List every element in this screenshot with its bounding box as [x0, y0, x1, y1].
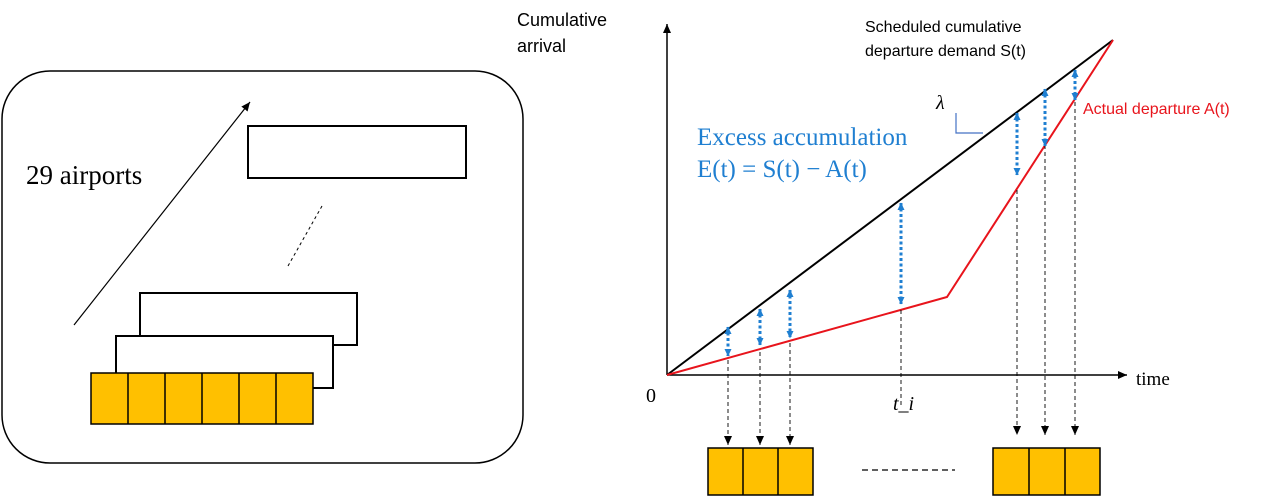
time-guide-lines [724, 95, 1079, 445]
departure-slots-left [707, 447, 814, 496]
rate-symbol: λ [936, 92, 945, 114]
airports-label: 29 airports [26, 160, 143, 190]
excess-accumulation-label-line1: Excess accumulation [697, 124, 908, 151]
airport-queue-front [90, 372, 314, 425]
departure-slots-right [992, 447, 1101, 496]
actual-departure-line [666, 39, 1114, 376]
airports-direction-arrow [73, 101, 251, 326]
time-index-label: t_i [893, 393, 915, 415]
airport-queue-top [247, 125, 467, 179]
excess-arrows [724, 69, 1079, 357]
y-axis-label-line1: Cumulative [517, 10, 608, 30]
excess-accumulation-label-line2: E(t) = S(t) − A(t) [697, 156, 867, 183]
scheduled-demand-label-line2: departure demand S(t) [865, 43, 1026, 60]
rate-indicator [955, 113, 983, 134]
y-axis-label-line2: arrival [517, 36, 567, 56]
scheduled-demand-line [666, 39, 1114, 376]
scheduled-demand-label-line1: Scheduled cumulative [865, 19, 1022, 36]
origin-label: 0 [646, 385, 656, 407]
actual-departure-label: Actual departure A(t) [1083, 101, 1230, 118]
x-axis-label: time [1136, 369, 1170, 390]
